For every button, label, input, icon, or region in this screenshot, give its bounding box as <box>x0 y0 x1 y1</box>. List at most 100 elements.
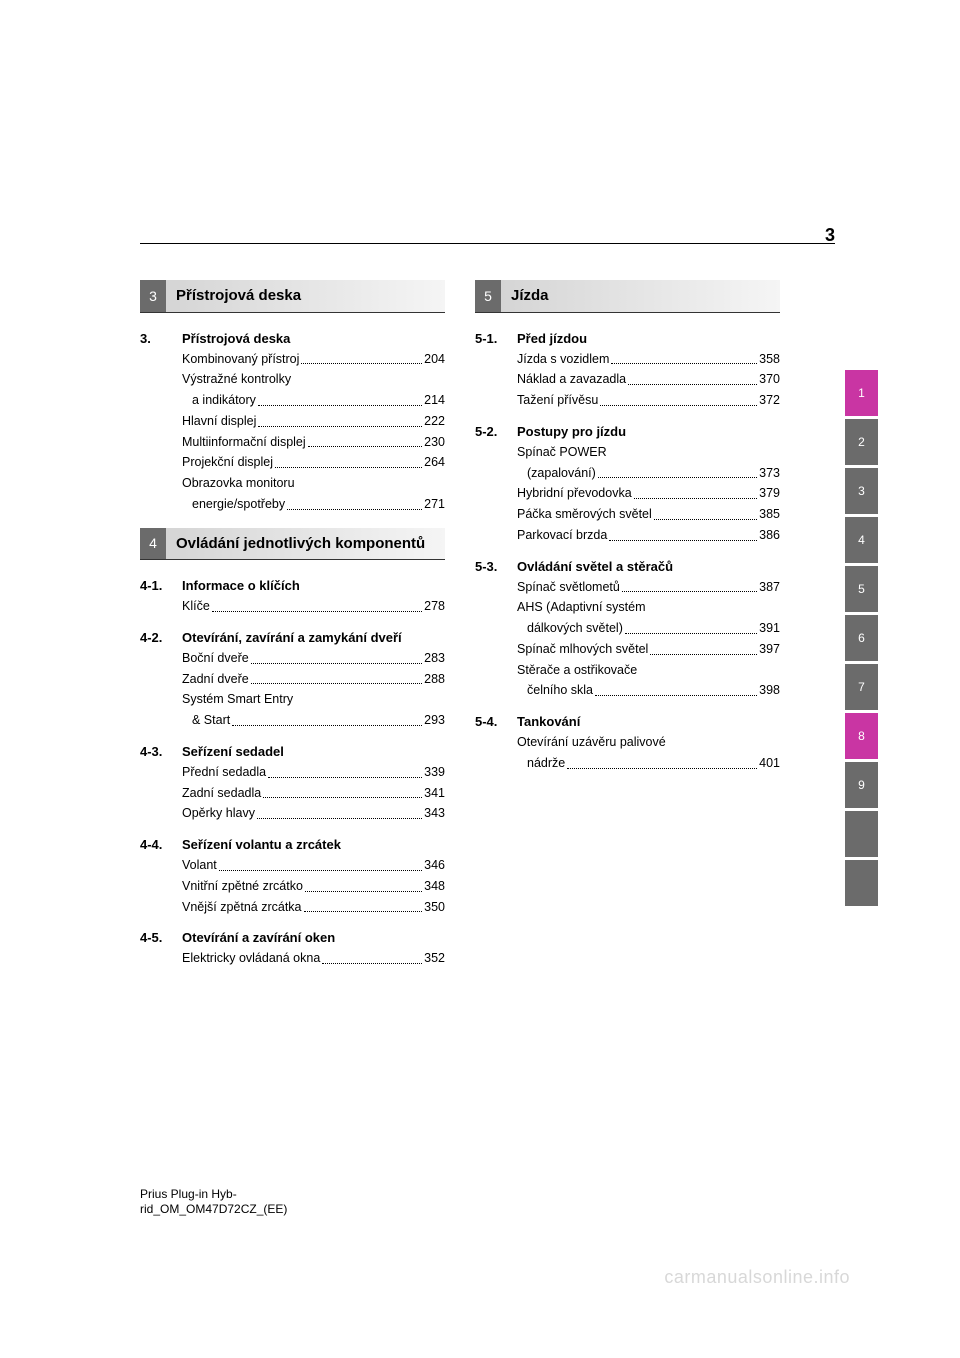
toc-label: AHS (Adaptivní systém <box>517 598 646 617</box>
toc-page: 352 <box>424 949 445 968</box>
sub-number: 4-2. <box>140 630 182 645</box>
toc-dots <box>251 663 422 664</box>
toc-block: 4-4. Seřízení volantu a zrcátek Volant 3… <box>140 837 445 916</box>
toc-label: čelního skla <box>527 681 593 700</box>
section-number: 3 <box>140 280 166 312</box>
sub-heading: 4-5. Otevírání a zavírání oken <box>140 930 445 945</box>
sub-title: Informace o klíčích <box>182 578 445 593</box>
toc-page: 346 <box>424 856 445 875</box>
toc-dots <box>654 519 757 520</box>
toc-item: Páčka směrových světel 385 <box>475 505 780 524</box>
toc-page: 386 <box>759 526 780 545</box>
toc-item: Náklad a zavazadla 370 <box>475 370 780 389</box>
toc-item-cont: & Start 293 <box>140 711 445 730</box>
toc-label: Vnitřní zpětné zrcátko <box>182 877 303 896</box>
sub-title: Před jízdou <box>517 331 780 346</box>
tab-5[interactable]: 5 <box>845 566 878 612</box>
sub-number: 5-1. <box>475 331 517 346</box>
sub-number: 4-4. <box>140 837 182 852</box>
toc-dots <box>567 768 757 769</box>
toc-item-cont: energie/spotřeby 271 <box>140 495 445 514</box>
sub-heading: 5-4. Tankování <box>475 714 780 729</box>
toc-page: 283 <box>424 649 445 668</box>
toc-block: 5-1. Před jízdou Jízda s vozidlem 358 Ná… <box>475 331 780 410</box>
sub-heading: 5-3. Ovládání světel a stěračů <box>475 559 780 574</box>
tab-2[interactable]: 2 <box>845 419 878 465</box>
toc-label: Otevírání uzávěru palivové <box>517 733 666 752</box>
toc-item: Zadní dveře 288 <box>140 670 445 689</box>
toc-dots <box>609 540 757 541</box>
toc-block: 5-3. Ovládání světel a stěračů Spínač sv… <box>475 559 780 701</box>
toc-label: Spínač mlhových světel <box>517 640 648 659</box>
toc-page: 278 <box>424 597 445 616</box>
toc-item: Projekční displej 264 <box>140 453 445 472</box>
toc-dots <box>268 777 422 778</box>
toc-dots <box>263 797 422 798</box>
toc-label: Vnější zpětná zrcátka <box>182 898 302 917</box>
toc-page: 343 <box>424 804 445 823</box>
sub-title: Tankování <box>517 714 780 729</box>
toc-label: energie/spotřeby <box>192 495 285 514</box>
toc-item: Elektricky ovládaná okna 352 <box>140 949 445 968</box>
toc-label: Zadní sedadla <box>182 784 261 803</box>
toc-item: Spínač světlometů 387 <box>475 578 780 597</box>
toc-page: 373 <box>759 464 780 483</box>
toc-item: Tažení přívěsu 372 <box>475 391 780 410</box>
header-divider <box>140 243 835 244</box>
toc-label: Stěrače a ostřikovače <box>517 661 637 680</box>
toc-dots <box>251 683 422 684</box>
tab-7[interactable]: 7 <box>845 664 878 710</box>
toc-dots <box>650 654 757 655</box>
toc-page: 341 <box>424 784 445 803</box>
toc-item-cont: (zapalování) 373 <box>475 464 780 483</box>
sub-heading: 4-1. Informace o klíčích <box>140 578 445 593</box>
toc-item: Multiinformační displej 230 <box>140 433 445 452</box>
toc-page: 397 <box>759 640 780 659</box>
toc-page: 204 <box>424 350 445 369</box>
toc-page: 379 <box>759 484 780 503</box>
tab-9[interactable]: 9 <box>845 762 878 808</box>
sub-title: Seřízení volantu a zrcátek <box>182 837 445 852</box>
section-number: 5 <box>475 280 501 312</box>
sub-number: 4-3. <box>140 744 182 759</box>
section-header-3: 3 Přístrojová deska <box>140 280 445 313</box>
toc-page: 401 <box>759 754 780 773</box>
toc-item: Klíče 278 <box>140 597 445 616</box>
tab-6[interactable]: 6 <box>845 615 878 661</box>
tab-3[interactable]: 3 <box>845 468 878 514</box>
toc-item: Opěrky hlavy 343 <box>140 804 445 823</box>
toc-label: Elektricky ovládaná okna <box>182 949 320 968</box>
toc-dots <box>322 963 422 964</box>
footer-line-1: Prius Plug-in Hyb- <box>140 1187 287 1203</box>
tab-1[interactable]: 1 <box>845 370 878 416</box>
sub-title: Otevírání a zavírání oken <box>182 930 445 945</box>
toc-dots <box>622 591 757 592</box>
section-header-4: 4 Ovládání jednotlivých komponentů <box>140 528 445 561</box>
sub-heading: 3. Přístrojová deska <box>140 331 445 346</box>
tab-blank[interactable] <box>845 811 878 857</box>
tab-blank[interactable] <box>845 860 878 906</box>
toc-label: Výstražné kontrolky <box>182 370 291 389</box>
toc-page: 230 <box>424 433 445 452</box>
toc-label: Klíče <box>182 597 210 616</box>
toc-item: Stěrače a ostřikovače <box>475 661 780 680</box>
toc-label: Spínač POWER <box>517 443 607 462</box>
toc-item-cont: čelního skla 398 <box>475 681 780 700</box>
sub-number: 4-1. <box>140 578 182 593</box>
toc-item: Volant 346 <box>140 856 445 875</box>
toc-dots <box>628 384 757 385</box>
toc-label: Páčka směrových světel <box>517 505 652 524</box>
sub-number: 5-4. <box>475 714 517 729</box>
toc-block: 4-5. Otevírání a zavírání oken Elektrick… <box>140 930 445 968</box>
toc-page: 339 <box>424 763 445 782</box>
side-tabs: 1 2 3 4 5 6 7 8 9 <box>845 370 878 909</box>
sub-number: 3. <box>140 331 182 346</box>
footer-line-2: rid_OM_OM47D72CZ_(EE) <box>140 1202 287 1218</box>
tab-8[interactable]: 8 <box>845 713 878 759</box>
toc-dots <box>600 405 757 406</box>
tab-4[interactable]: 4 <box>845 517 878 563</box>
toc-dots <box>301 363 422 364</box>
sub-heading: 5-2. Postupy pro jízdu <box>475 424 780 439</box>
toc-item: Spínač POWER <box>475 443 780 462</box>
toc-label: Přední sedadla <box>182 763 266 782</box>
